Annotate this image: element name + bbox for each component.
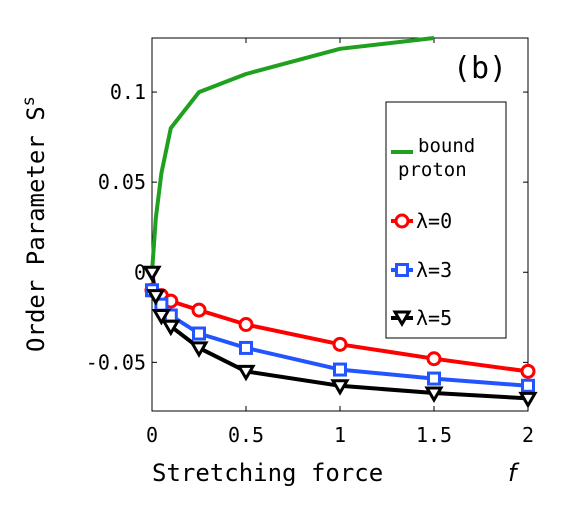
legend-marker-lambda0 — [394, 213, 410, 229]
data-point-5 — [424, 386, 444, 403]
data-point-5 — [330, 379, 350, 396]
legend-label-lambda3: λ=3 — [416, 258, 452, 282]
data-point-5 — [518, 391, 538, 409]
data-point-5 — [161, 319, 181, 337]
data-point-5 — [146, 289, 166, 306]
x-tick-label: 1 — [334, 423, 346, 447]
legend-label-lambda5: λ=5 — [416, 306, 452, 330]
data-point-0 — [520, 363, 536, 379]
y-axis-label-group: Order Parameter Ss — [19, 96, 50, 352]
legend-label-bound: bound — [418, 135, 475, 157]
series-line-bound-proton — [150, 36, 435, 273]
data-point-3 — [239, 340, 253, 355]
axis-ticks: 0 0.5 1 1.5 2 -0.05 0 0.05 0.1 — [86, 38, 534, 447]
data-point-5 — [189, 341, 209, 358]
x-axis-title: Stretching force f — [152, 459, 520, 487]
y-tick-label: -0.05 — [86, 350, 146, 374]
data-point-5 — [236, 364, 256, 382]
legend-marker-lambda3 — [395, 263, 409, 277]
legend: bound proton λ=0 λ=3 λ=5 — [385, 101, 507, 339]
legend-label-proton: proton — [398, 159, 467, 181]
x-tick-label: 2 — [522, 423, 534, 447]
panel-label: (b) — [453, 51, 507, 86]
y-tick-label: 0.05 — [98, 170, 146, 194]
y-tick-label: 0 — [134, 260, 146, 284]
data-point-5 — [142, 265, 162, 283]
data-point-3 — [333, 362, 347, 377]
data-point-3 — [521, 378, 535, 393]
y-axis-subscript: s — [19, 96, 39, 106]
x-tick-label: 0 — [146, 423, 158, 447]
legend-marker-lambda5 — [392, 310, 412, 327]
y-axis-label: Order Parameter S — [22, 106, 50, 352]
data-point-3 — [427, 371, 441, 386]
data-point-0 — [191, 302, 207, 318]
data-point-0 — [426, 351, 442, 367]
data-point-0 — [332, 336, 348, 352]
legend-label-lambda0: λ=0 — [416, 209, 452, 233]
x-axis-label: Stretching force — [152, 459, 383, 487]
data-point-5 — [151, 308, 172, 326]
x-tick-label: 0.5 — [228, 423, 264, 447]
series-markers — [142, 265, 538, 409]
data-point-0 — [238, 317, 254, 333]
y-tick-label: 0.1 — [110, 80, 146, 104]
y-axis-title: Order Parameter Ss — [19, 96, 50, 352]
data-point-3 — [192, 326, 206, 341]
x-axis-symbol: f — [508, 459, 520, 487]
x-tick-label: 1.5 — [416, 423, 452, 447]
